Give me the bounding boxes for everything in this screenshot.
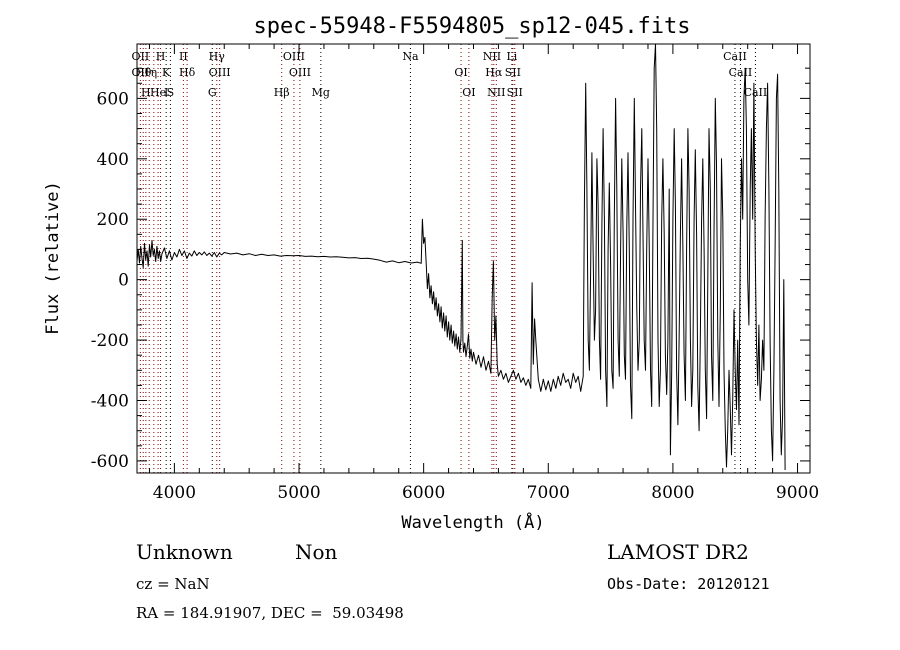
x-tick-label: 8000 — [651, 483, 694, 503]
series-line — [136, 43, 786, 471]
survey-label: LAMOST DR2 — [607, 540, 749, 564]
line-marker-label: K — [162, 66, 171, 79]
chart-title: spec-55948-F5594805_sp12-045.fits — [253, 14, 690, 39]
line-marker-label: Hα — [485, 66, 503, 79]
line-marker-label: OI — [462, 86, 475, 99]
x-axis: 4000 5000 6000 7000 8000 9000 — [148, 44, 819, 503]
line-marker-label: Li — [506, 50, 517, 63]
line-marker-label: CaII — [723, 50, 747, 63]
x-tick-label: 5000 — [277, 483, 320, 503]
line-marker-label: S — [167, 86, 175, 99]
line-marker-label: Hθ — [135, 66, 152, 79]
x-axis-label: Wavelength (Å) — [401, 511, 544, 533]
y-tick-label: -200 — [91, 331, 129, 351]
line-marker-label: OIII — [283, 50, 305, 63]
y-tick-label: -600 — [91, 452, 129, 472]
line-marker-label: II — [179, 50, 188, 63]
line-marker-label: Hγ — [209, 50, 226, 63]
coords-label: RA = 184.91907, DEC = 59.03498 — [136, 604, 404, 622]
flux-series — [136, 43, 786, 471]
line-marker-label: OIII — [209, 66, 231, 79]
line-marker-label: Hβ — [274, 86, 290, 99]
y-tick-label: 400 — [97, 150, 129, 170]
line-marker-label: Hδ — [179, 66, 196, 79]
line-marker-label: η — [151, 66, 158, 79]
class-label: Unknown — [136, 540, 233, 564]
y-tick-label: -400 — [91, 391, 129, 411]
y-axis-label: Flux (relative) — [43, 181, 63, 335]
line-marker-label: OIII — [289, 66, 311, 79]
line-marker-label: He — [150, 86, 166, 99]
x-tick-label: 7000 — [527, 483, 570, 503]
line-marker-label: I — [164, 86, 168, 99]
y-tick-label: 200 — [97, 210, 129, 230]
line-marker-label: G — [208, 86, 217, 99]
line-marker-label: OI — [454, 66, 467, 79]
line-marker-label: Na — [402, 50, 419, 63]
line-marker-label: OII — [132, 50, 150, 63]
x-tick-label: 9000 — [776, 483, 819, 503]
line-marker-label: SII — [507, 86, 523, 99]
obs-date-label: Obs-Date: 20120121 — [607, 575, 770, 593]
line-marker-label: CaII — [729, 66, 753, 79]
line-marker-label: SII — [505, 66, 521, 79]
plot-frame — [136, 43, 811, 474]
line-marker-label: NII — [487, 86, 505, 99]
line-labels: OIIOIIHθHηHeHKISIIHδGHγOIIIHβOIIIOIIIMgN… — [132, 50, 768, 99]
subclass-label: Non — [295, 540, 338, 564]
line-marker-label: NII — [483, 50, 501, 63]
line-marker-label: CaII — [744, 86, 768, 99]
line-marker-label: Mg — [312, 86, 330, 99]
line-markers — [139, 44, 756, 473]
cz-label: cz = NaN — [136, 575, 210, 593]
line-marker-label: H — [156, 50, 166, 63]
y-tick-label: 600 — [97, 89, 129, 109]
y-tick-label: 0 — [118, 271, 129, 291]
y-axis: -600 -400 -200 0 200 400 600 — [91, 67, 810, 472]
x-tick-label: 6000 — [402, 483, 445, 503]
line-marker-label: H — [141, 86, 151, 99]
x-tick-label: 4000 — [153, 483, 196, 503]
line-marker-label: OII — [132, 66, 150, 79]
